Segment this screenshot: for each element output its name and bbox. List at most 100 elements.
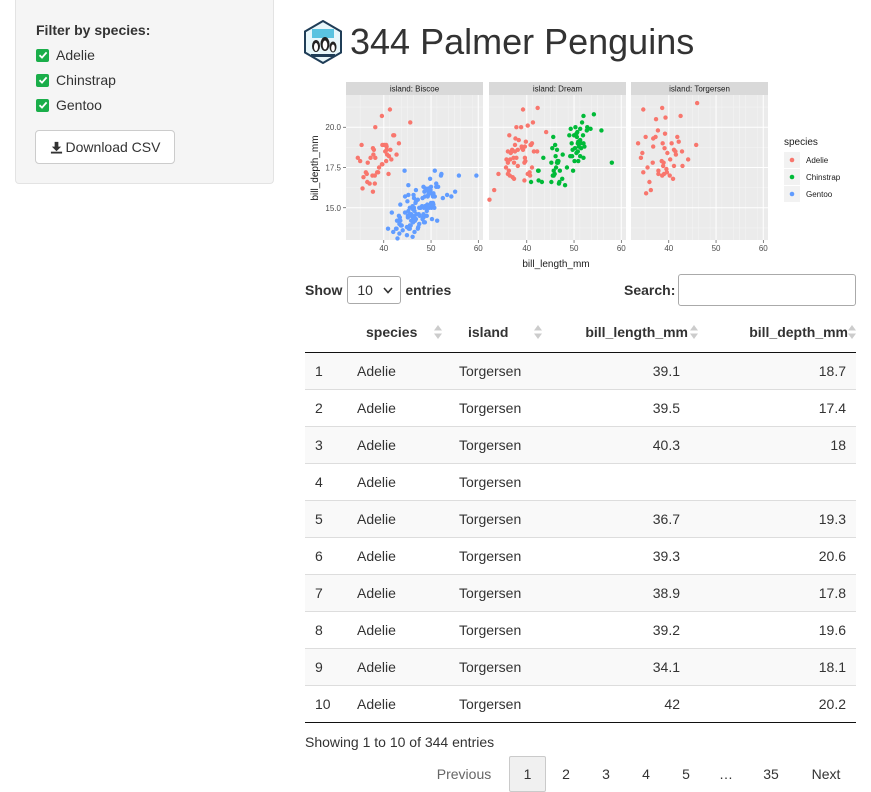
data-point-gentoo [417, 213, 422, 219]
data-point-chinstrap [577, 126, 583, 132]
row-index-cell: 8 [305, 610, 346, 648]
page-header: 344 Palmer Penguins [304, 20, 694, 64]
data-point-chinstrap [560, 152, 565, 157]
data-point-adelie [655, 128, 661, 133]
column-header-island[interactable]: island [448, 312, 550, 353]
search-input[interactable] [678, 274, 857, 306]
data-point-gentoo [404, 232, 410, 238]
data-point-gentoo [422, 220, 428, 225]
data-point-chinstrap [560, 176, 565, 181]
data-point-chinstrap [572, 158, 577, 164]
data-point-adelie [503, 165, 509, 170]
data-point-adelie [361, 174, 366, 180]
checkbox-label: Gentoo [56, 97, 102, 113]
data-point-adelie [653, 116, 659, 122]
data-point-chinstrap [570, 168, 576, 173]
data-point-adelie [355, 155, 361, 161]
data-point-adelie [643, 191, 649, 196]
table-row: 2 Adelie Torgersen 39.5 17.4 [305, 388, 856, 426]
x-tick-label: 50 [570, 244, 579, 253]
island-cell: Torgersen [448, 462, 550, 500]
checkbox-checked-icon[interactable] [36, 48, 49, 62]
data-point-adelie [529, 165, 535, 170]
column-header-bill-depth[interactable]: bill_depth_mm [698, 312, 856, 353]
data-point-adelie [371, 147, 377, 152]
facet-strip-label: island: Biscoe [390, 85, 440, 94]
y-tick-label: 20.0 [325, 123, 341, 132]
data-point-adelie [664, 170, 670, 175]
pagination-page-3[interactable]: 3 [602, 766, 610, 782]
data-point-adelie [671, 163, 677, 169]
data-point-adelie [638, 155, 644, 161]
data-point-gentoo [428, 187, 433, 193]
data-point-adelie [529, 141, 535, 146]
data-point-chinstrap [567, 133, 572, 138]
data-point-gentoo [394, 226, 399, 231]
show-label: Show [305, 282, 343, 298]
data-point-gentoo [413, 216, 419, 222]
data-point-gentoo [421, 212, 426, 217]
data-point-gentoo [439, 171, 444, 177]
species-cell: Adelie [346, 610, 448, 648]
data-point-adelie [394, 152, 399, 157]
data-point-chinstrap [557, 168, 563, 173]
island-cell: Torgersen [459, 362, 522, 379]
checkbox-adelie[interactable]: Adelie [36, 46, 95, 64]
x-tick-label: 40 [379, 244, 388, 253]
x-tick-label: 50 [712, 244, 721, 253]
pagination-page-35[interactable]: 35 [763, 766, 779, 782]
bill-length-cell: 39.3 [550, 536, 698, 574]
data-point-adelie [643, 134, 648, 140]
x-tick-label: 60 [617, 244, 626, 253]
data-point-gentoo [424, 213, 429, 219]
checkbox-checked-icon[interactable] [36, 73, 49, 87]
row-index-cell: 1 [315, 362, 323, 379]
data-point-adelie [664, 166, 669, 172]
row-index-cell: 6 [305, 536, 346, 574]
data-point-gentoo [421, 215, 426, 220]
table-row: 10 Adelie Torgersen 42 20.2 [305, 684, 856, 723]
data-point-adelie [520, 147, 526, 152]
pagination-previous[interactable]: Previous [436, 766, 492, 782]
pagination-page-5[interactable]: 5 [682, 766, 690, 782]
data-point-adelie [511, 176, 517, 181]
data-point-chinstrap [578, 145, 584, 151]
download-csv-button[interactable]: Download CSV [35, 130, 175, 164]
data-point-adelie [651, 144, 656, 149]
data-point-gentoo [394, 218, 400, 223]
data-point-adelie [694, 100, 700, 106]
data-point-gentoo [408, 223, 413, 228]
sort-icon [434, 325, 442, 339]
pagination-next[interactable]: Next [811, 766, 841, 782]
data-point-adelie [661, 160, 666, 165]
checkbox-chinstrap[interactable]: Chinstrap [36, 71, 116, 89]
data-point-chinstrap [609, 160, 615, 165]
data-point-gentoo [398, 202, 403, 207]
pagination-page-2[interactable]: 2 [562, 766, 570, 782]
checkbox-gentoo[interactable]: Gentoo [36, 96, 102, 114]
data-point-gentoo [413, 187, 419, 193]
data-point-adelie [669, 141, 674, 146]
download-label: Download CSV [65, 139, 161, 155]
column-header-species[interactable]: species [346, 312, 448, 353]
pagination-page-4[interactable]: 4 [642, 766, 650, 782]
checkbox-checked-icon[interactable] [36, 98, 49, 112]
data-point-chinstrap [536, 168, 541, 173]
pagination-page-1[interactable]: 1 [509, 756, 546, 792]
row-index-cell: 3 [305, 425, 346, 463]
sort-icon [690, 325, 698, 339]
data-point-adelie [515, 163, 521, 169]
data-point-adelie [648, 187, 654, 193]
data-point-gentoo [389, 210, 395, 215]
bill-depth-cell: 20.6 [698, 536, 856, 574]
island-cell: Torgersen [448, 573, 550, 611]
data-point-chinstrap [588, 126, 593, 132]
species-cell: Adelie [346, 388, 448, 426]
data-point-gentoo [402, 210, 408, 215]
column-header-bill-length[interactable]: bill_length_mm [550, 312, 698, 353]
table-row: 8 Adelie Torgersen 39.2 19.6 [305, 610, 856, 648]
entries-select[interactable]: 10 [347, 276, 402, 304]
data-point-chinstrap [551, 134, 556, 140]
data-point-adelie [662, 131, 668, 136]
data-point-adelie [645, 165, 650, 170]
